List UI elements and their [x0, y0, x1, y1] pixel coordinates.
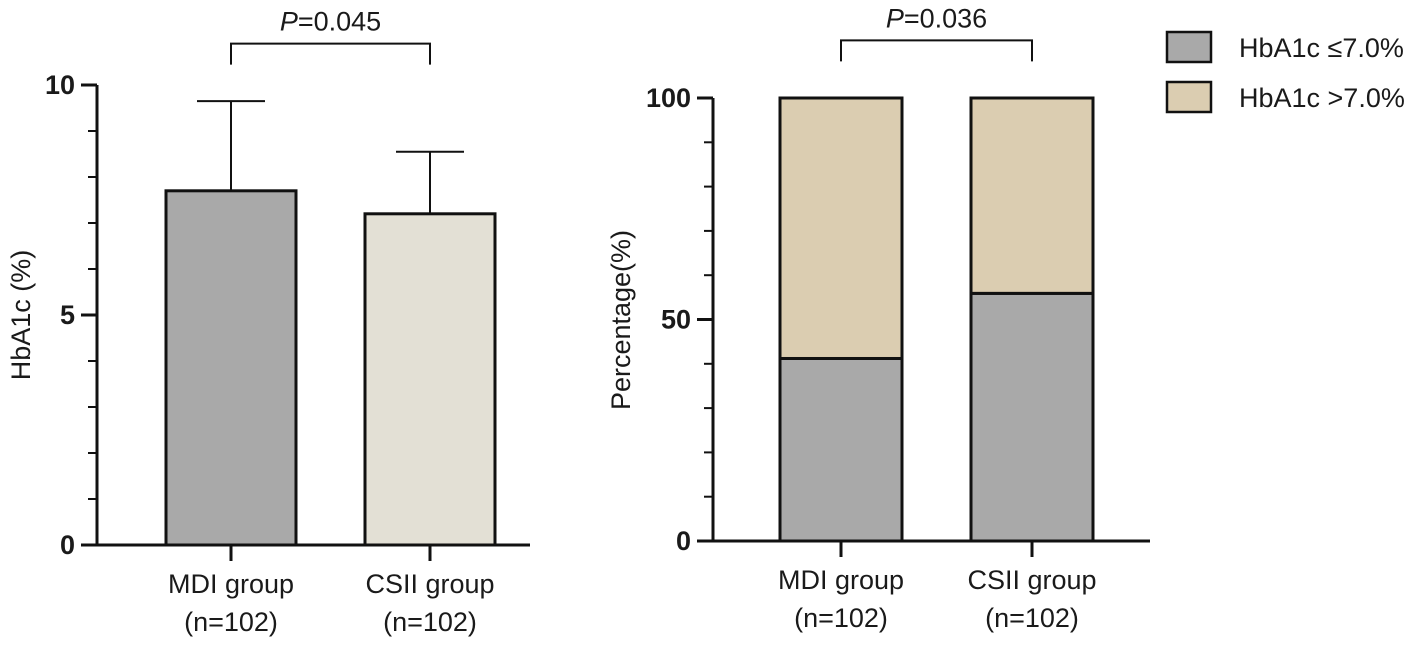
- bar: [363, 212, 497, 547]
- p-value-number: =0.045: [298, 7, 381, 37]
- legend-swatch-le-7: [1165, 30, 1213, 64]
- y-tick-label: 0: [676, 526, 691, 556]
- hba1c-category-labels: MDI group (n=102) CSII group (n=102): [168, 569, 495, 637]
- y-tick-label: 100: [646, 83, 691, 113]
- category-label: MDI group: [168, 569, 294, 599]
- legend-label-le-7: HbA1c ≤7.0%: [1239, 33, 1404, 63]
- hba1c-error-bars: [197, 100, 464, 214]
- percentage-y-axis-title: Percentage(%): [606, 230, 636, 410]
- hba1c-significance-bracket: [230, 42, 431, 65]
- stacked-bar-segment: [969, 291, 1095, 543]
- category-label: (n=102): [794, 603, 888, 633]
- percentage-category-labels: MDI group (n=102) CSII group (n=102): [778, 565, 1097, 633]
- p-value-number: =0.036: [904, 3, 987, 33]
- category-label: MDI group: [778, 565, 904, 595]
- category-label: CSII group: [365, 569, 494, 599]
- y-tick-label: 5: [60, 300, 75, 330]
- percentage-p-value: P=0.036: [886, 3, 987, 33]
- y-tick-label: 10: [45, 70, 75, 100]
- hba1c-p-value: P=0.045: [280, 7, 381, 37]
- stacked-bar-segment: [969, 96, 1095, 295]
- hba1c-bars: [164, 189, 497, 547]
- percentage-significance-bracket: [840, 39, 1033, 62]
- legend: HbA1c ≤7.0% HbA1c >7.0%: [1165, 30, 1405, 114]
- stacked-bar-segment: [778, 356, 904, 543]
- percentage-stacked-bars: [778, 96, 1095, 543]
- p-symbol: P: [280, 7, 298, 37]
- category-label: (n=102): [985, 603, 1079, 633]
- percentage-significance-annotation: P=0.036: [840, 3, 1033, 62]
- legend-label-gt-7: HbA1c >7.0%: [1239, 83, 1405, 113]
- bar: [164, 189, 298, 547]
- category-label: (n=102): [383, 607, 477, 637]
- category-label: CSII group: [967, 565, 1096, 595]
- category-label: (n=102): [184, 607, 278, 637]
- y-tick-label: 50: [661, 305, 691, 335]
- hba1c-significance-annotation: P=0.045: [230, 7, 431, 65]
- p-symbol: P: [886, 3, 904, 33]
- stacked-bar-segment: [778, 96, 904, 360]
- hba1c-y-axis-title: HbA1c (%): [6, 250, 36, 381]
- hba1c-percentage-chart: Percentage(%) 0 50 100 P=0.036 MDI group (…: [606, 3, 1405, 633]
- hba1c-mean-chart: HbA1c (%) 0 5 10 P=0.045 MDI group (n=102)…: [6, 7, 530, 637]
- legend-swatch-gt-7: [1165, 80, 1213, 114]
- y-tick-label: 0: [60, 530, 75, 560]
